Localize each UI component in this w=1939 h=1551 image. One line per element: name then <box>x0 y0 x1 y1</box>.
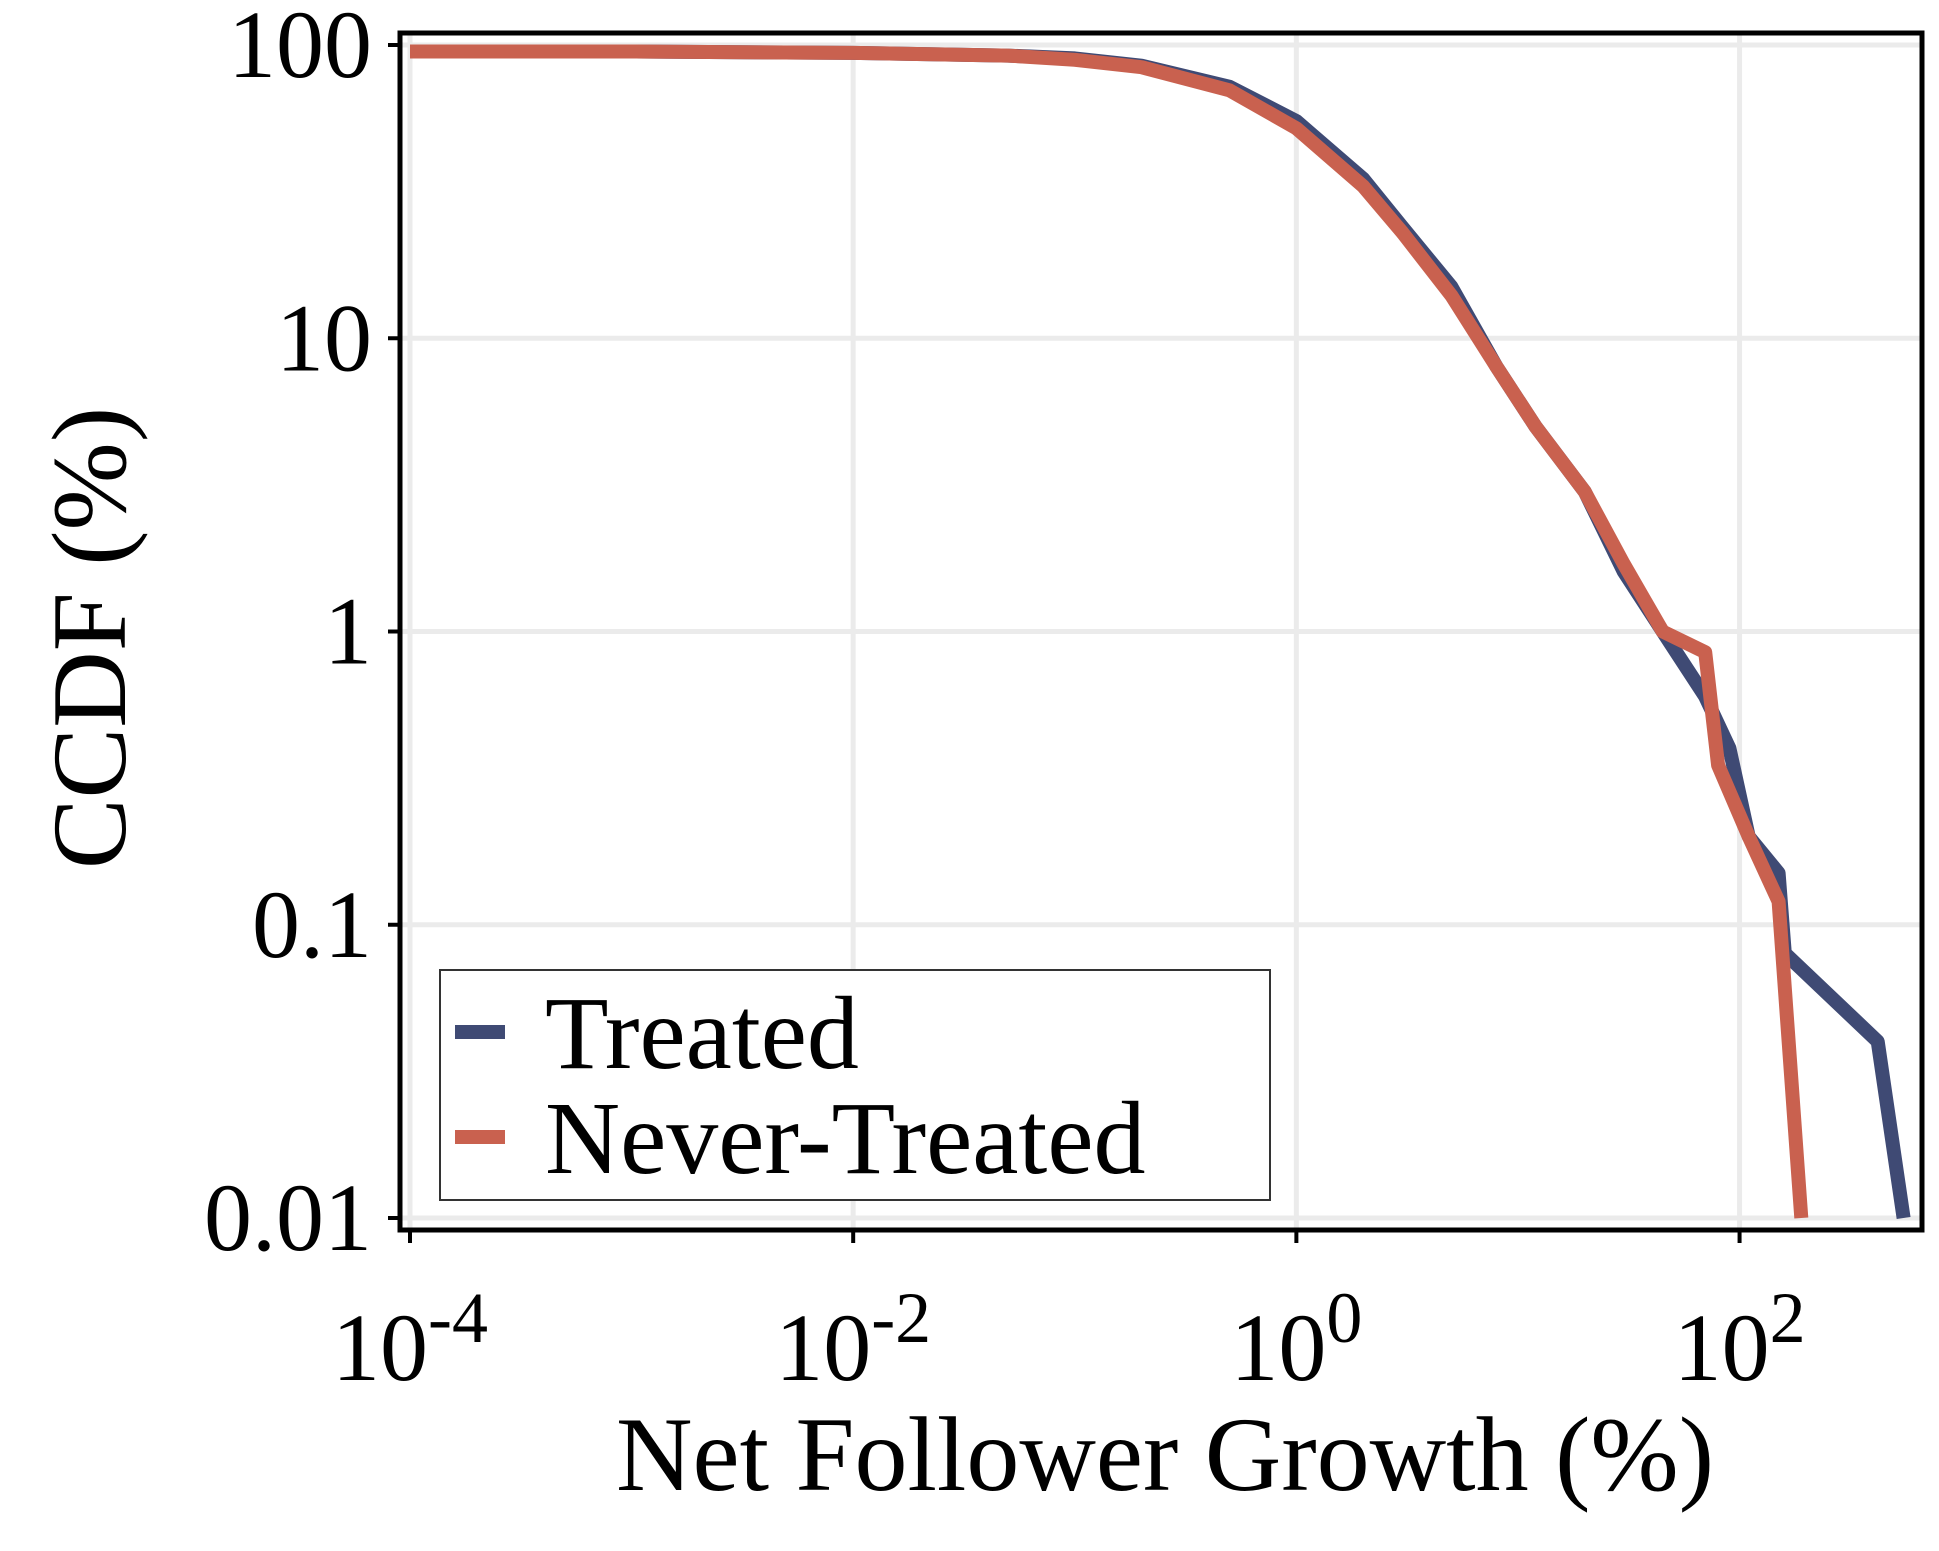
x-axis-label: Net Follower Growth (%) <box>616 1396 1714 1513</box>
legend-label-treated: Treated <box>545 976 859 1091</box>
x-axis: 10-4 10-2 100 102 <box>332 1230 1806 1401</box>
legend-box <box>439 969 1271 1201</box>
y-tick-label: 0.1 <box>252 871 372 978</box>
y-axis-label: CCDF (%) <box>31 407 148 869</box>
grid-lines <box>400 33 1922 1230</box>
x-tick-label: 10-2 <box>775 1278 931 1401</box>
x-tick-label: 102 <box>1674 1278 1806 1401</box>
y-tick-label: 1 <box>324 578 372 685</box>
series-layer <box>410 44 1911 1220</box>
y-tick-label: 10 <box>276 284 372 391</box>
y-tick-label: 100 <box>228 0 372 98</box>
x-tick-label: 100 <box>1230 1278 1362 1401</box>
series-line-never-treated <box>410 44 1809 1219</box>
y-tick-label: 0.01 <box>204 1164 372 1271</box>
legend: Treated Never-Treated <box>439 969 1271 1201</box>
legend-label-never-treated: Never-Treated <box>545 1081 1146 1196</box>
x-tick-label: 10-4 <box>332 1278 488 1401</box>
y-axis: 100 10 1 0.1 0.01 <box>204 0 400 1271</box>
